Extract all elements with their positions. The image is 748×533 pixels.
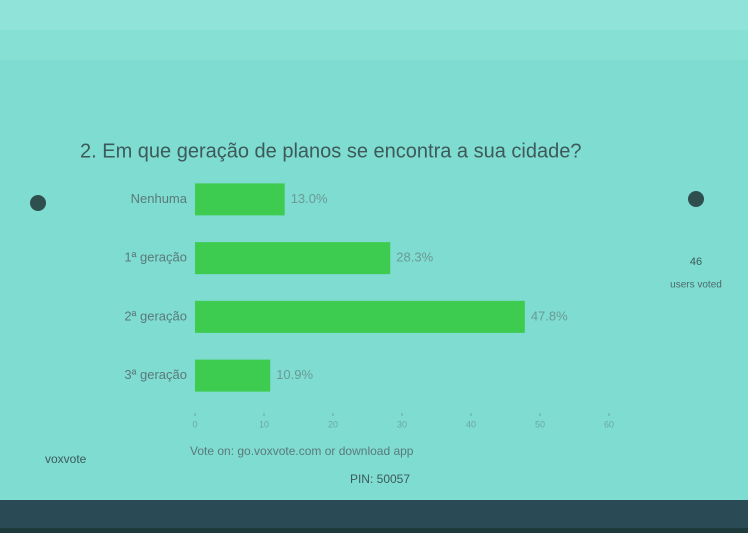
x-tick-label: 60	[604, 419, 614, 429]
next-button[interactable]	[688, 191, 704, 207]
x-tick-label: 0	[192, 419, 197, 429]
y-tick-label: Nenhuma	[131, 191, 188, 206]
browser-toolbar	[0, 30, 748, 60]
taskbar	[0, 500, 748, 528]
bar	[195, 183, 285, 215]
vote-text: Vote on: go.voxvote.com or download app	[190, 444, 414, 458]
y-tick-label: 3ª geração	[124, 367, 187, 382]
x-tick-label: 30	[397, 419, 407, 429]
pin: PIN: 50057	[350, 472, 410, 486]
value-label: 10.9%	[276, 367, 313, 382]
bar	[195, 360, 270, 392]
y-tick-label: 1ª geração	[124, 250, 187, 265]
y-tick-label: 2ª geração	[124, 308, 187, 323]
x-tick-label: 40	[466, 419, 476, 429]
votes-caption: users voted	[670, 280, 722, 291]
x-tick-label: 20	[328, 419, 338, 429]
chart-title: 2. Em que geração de planos se encontra …	[80, 140, 581, 162]
votes-count: 46	[690, 256, 702, 268]
brand: voxvote	[45, 452, 87, 466]
bar	[195, 242, 390, 274]
prev-button[interactable]	[30, 195, 46, 211]
value-label: 28.3%	[396, 250, 433, 265]
bar	[195, 301, 525, 333]
browser-tabs	[0, 0, 748, 30]
page: {"chart_data": {"type": "bar", "orientat…	[0, 0, 748, 528]
screen: 2. Em que geração de planos se encontra …	[0, 0, 748, 528]
x-tick-label: 50	[535, 419, 545, 429]
value-label: 47.8%	[531, 308, 568, 323]
value-label: 13.0%	[291, 191, 328, 206]
x-tick-label: 10	[259, 419, 269, 429]
